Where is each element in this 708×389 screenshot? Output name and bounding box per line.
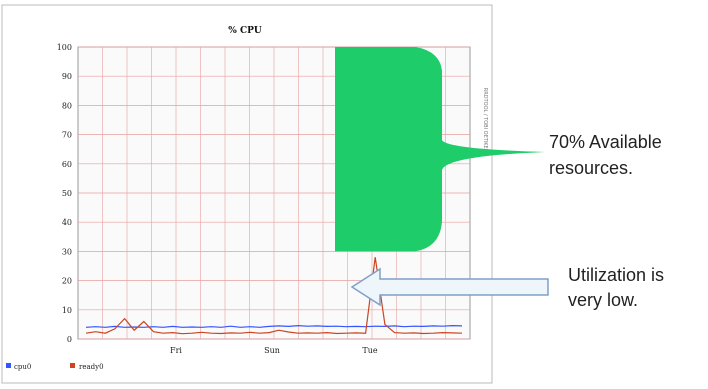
- legend-swatch-cpu0: [6, 363, 11, 368]
- legend-swatch-ready0: [70, 363, 75, 368]
- series-lines: [85, 257, 463, 335]
- available-resources-shape: [335, 47, 545, 252]
- x-tick-label: Fri: [170, 346, 182, 355]
- legend: cpu0 ready0: [6, 363, 104, 371]
- x-axis-ticks: Fri Sun Tue: [170, 346, 378, 355]
- callout-utilization-line-1: Utilization is: [568, 265, 664, 285]
- y-tick-label: 80: [62, 101, 72, 110]
- y-tick-label: 30: [62, 247, 72, 256]
- legend-label-cpu0: cpu0: [14, 363, 31, 371]
- callout-utilization-line-2: very low.: [568, 290, 638, 310]
- callout-available-line-1: 70% Available: [549, 132, 662, 152]
- y-tick-label: 90: [62, 72, 72, 81]
- chart-title: % CPU: [228, 26, 262, 36]
- x-tick-label: Sun: [264, 346, 280, 355]
- y-tick-label: 100: [57, 43, 72, 52]
- legend-label-ready0: ready0: [79, 363, 104, 371]
- y-tick-label: 70: [62, 131, 72, 140]
- y-axis-ticks: 0 10 20 30 40 50 60 70 80 90 100: [57, 43, 72, 344]
- y-tick-label: 0: [67, 335, 72, 344]
- utilization-arrow: [350, 267, 549, 307]
- y-tick-label: 50: [62, 189, 72, 198]
- y-tick-label: 40: [62, 218, 72, 227]
- y-tick-label: 60: [62, 160, 72, 169]
- y-tick-label: 10: [62, 306, 72, 315]
- series-line-ready0: [85, 257, 463, 335]
- side-credit-label: RRDTOOL / TOBI OETIKER: [482, 88, 488, 153]
- y-tick-label: 20: [62, 277, 72, 286]
- x-tick-label: Tue: [362, 346, 377, 355]
- callout-available-line-2: resources.: [549, 158, 633, 178]
